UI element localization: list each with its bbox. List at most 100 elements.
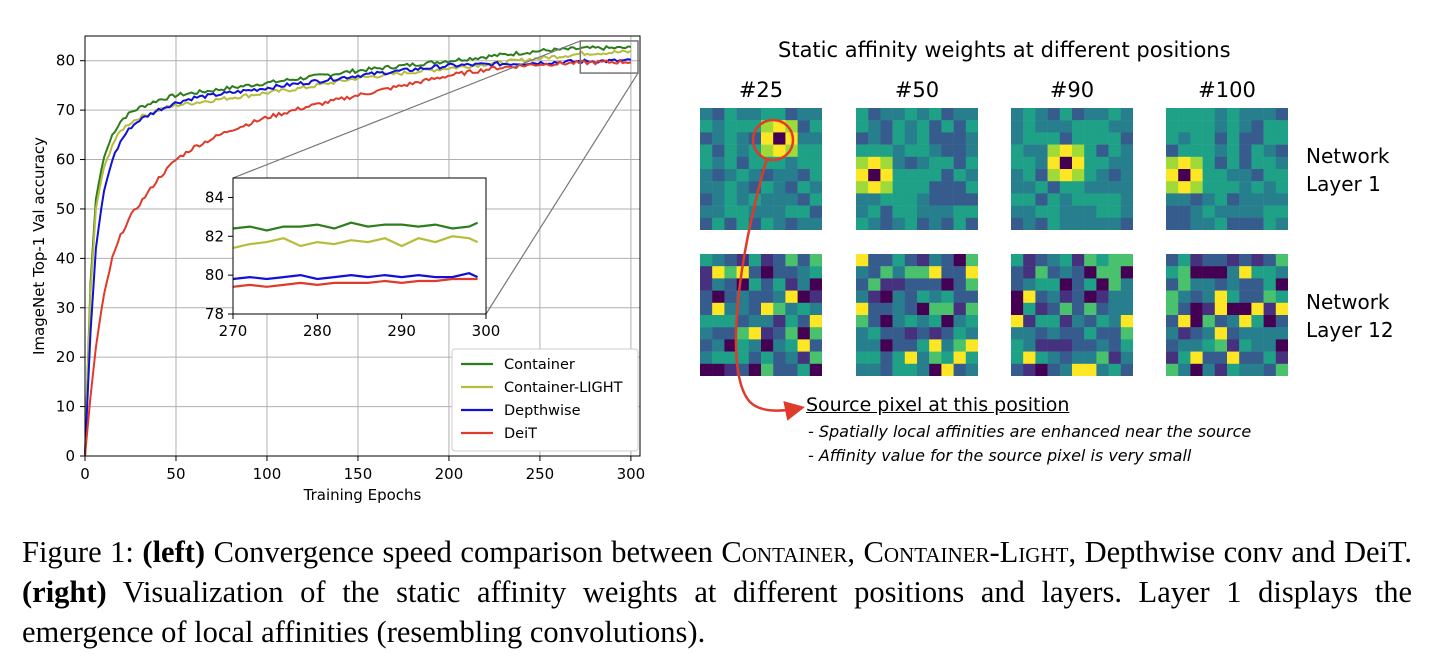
heatmap-cell xyxy=(785,363,798,376)
caption-right-text: Visualization of the static affinity wei… xyxy=(22,575,1412,649)
heatmap-cell xyxy=(965,205,978,219)
heatmap-cell xyxy=(797,156,811,170)
heatmap-cell xyxy=(1202,266,1216,279)
heatmap-cell xyxy=(1166,169,1179,182)
heatmap-cell xyxy=(1011,363,1024,376)
heatmap-cell xyxy=(1214,254,1228,267)
heatmap-cell xyxy=(1108,205,1122,219)
heatmap-cell xyxy=(904,120,918,133)
heatmap-cell xyxy=(965,351,978,365)
heatmap-cell xyxy=(904,193,918,206)
column-label-25: #25 xyxy=(738,78,784,102)
heatmap-cell xyxy=(1202,120,1216,133)
heatmap-cell xyxy=(1239,205,1252,219)
heatmap-cell xyxy=(965,169,978,182)
heatmap-cell xyxy=(1035,290,1048,304)
heatmap-cell xyxy=(904,144,918,158)
heatmap-cell xyxy=(700,144,713,158)
heatmap-cell xyxy=(965,363,978,376)
heatmap-cell xyxy=(1023,315,1036,328)
heatmap-cell xyxy=(1263,120,1277,133)
heatmap-cell xyxy=(1275,302,1288,316)
plot-frame xyxy=(84,35,641,457)
heatmap-cell xyxy=(809,315,822,328)
heatmap-cell xyxy=(1190,156,1203,170)
heatmap-layer12-pos90 xyxy=(1011,254,1133,376)
heatmap-cell xyxy=(797,315,811,328)
heatmap-cell xyxy=(892,120,906,133)
heatmap-cell xyxy=(809,169,822,182)
heatmap-cell xyxy=(1096,217,1109,230)
heatmap-cell xyxy=(761,290,774,304)
heatmap-cell xyxy=(1251,290,1264,304)
heatmap-cell xyxy=(1072,363,1085,376)
heatmap-cell xyxy=(965,156,978,170)
heatmap-cell xyxy=(904,339,918,352)
heatmap-cell xyxy=(1178,193,1191,206)
heatmap-cell xyxy=(868,169,881,182)
heatmap-cell xyxy=(1275,156,1288,170)
heatmap-cell xyxy=(1059,327,1073,340)
heatmap-cell xyxy=(929,108,942,121)
heatmap-cell xyxy=(880,132,893,145)
heatmap-cell xyxy=(941,278,954,291)
heatmap-cell xyxy=(797,339,811,352)
heatmap-cell xyxy=(712,278,725,291)
heatmap-cell xyxy=(797,278,811,291)
heatmap-cell xyxy=(965,302,978,316)
heatmap-cell xyxy=(736,181,750,194)
heatmap-cell xyxy=(785,156,798,170)
heatmap-cell xyxy=(785,327,798,340)
heatmap-cell xyxy=(1251,156,1264,170)
heatmap-cell xyxy=(1096,156,1109,170)
heatmap-cell xyxy=(1227,144,1240,158)
heatmap-cell xyxy=(1084,290,1097,304)
heatmap-cell xyxy=(736,169,750,182)
heatmap-cell xyxy=(1120,132,1133,145)
heatmap-cell xyxy=(700,156,713,170)
heatmap-cell xyxy=(868,254,881,267)
heatmap-cell xyxy=(785,144,798,158)
heatmap-cell xyxy=(1072,205,1085,219)
heatmap-cell xyxy=(880,120,893,133)
heatmap-cell xyxy=(785,266,798,279)
heatmap-cell xyxy=(1011,120,1024,133)
affinity-panel-title: Static affinity weights at different pos… xyxy=(778,38,1231,62)
heatmap-cell xyxy=(965,327,978,340)
heatmap-cell xyxy=(1239,266,1252,279)
heatmap-cell xyxy=(809,181,822,194)
heatmap-cell xyxy=(797,181,811,194)
heatmap-cell xyxy=(917,339,930,352)
heatmap-cell xyxy=(736,120,750,133)
heatmap-cell xyxy=(1072,339,1085,352)
heatmap-cell xyxy=(1120,120,1133,133)
heatmap-cell xyxy=(773,217,786,230)
y-axis-label: ImageNet Top-1 Val accuracy xyxy=(30,137,48,355)
heatmap-cell xyxy=(797,108,811,121)
heatmap-cell xyxy=(712,339,725,352)
heatmap-cell xyxy=(1190,144,1203,158)
heatmap-cell xyxy=(736,327,750,340)
heatmap-cell xyxy=(880,169,893,182)
inset-x-tick-label: 280 xyxy=(303,322,332,340)
heatmap-cell xyxy=(953,132,967,145)
heatmap-cell xyxy=(748,290,762,304)
caption-name-container: Container xyxy=(721,535,848,569)
heatmap-cell xyxy=(917,302,930,316)
heatmap-cell xyxy=(748,217,762,230)
heatmap-cell xyxy=(712,351,725,365)
heatmap-cell xyxy=(1178,132,1191,145)
heatmap-cell xyxy=(941,339,954,352)
heatmap-cell xyxy=(1108,120,1122,133)
heatmap-cell xyxy=(712,156,725,170)
heatmap-cell xyxy=(929,181,942,194)
heatmap-cell xyxy=(1166,132,1179,145)
heatmap-cell xyxy=(892,302,906,316)
heatmap-cell xyxy=(1047,327,1061,340)
heatmap-cell xyxy=(773,327,786,340)
heatmap-cell xyxy=(1047,120,1061,133)
heatmap-cell xyxy=(904,315,918,328)
heatmap-cell xyxy=(797,290,811,304)
heatmap-cell xyxy=(700,315,713,328)
heatmap-cell xyxy=(1035,278,1048,291)
